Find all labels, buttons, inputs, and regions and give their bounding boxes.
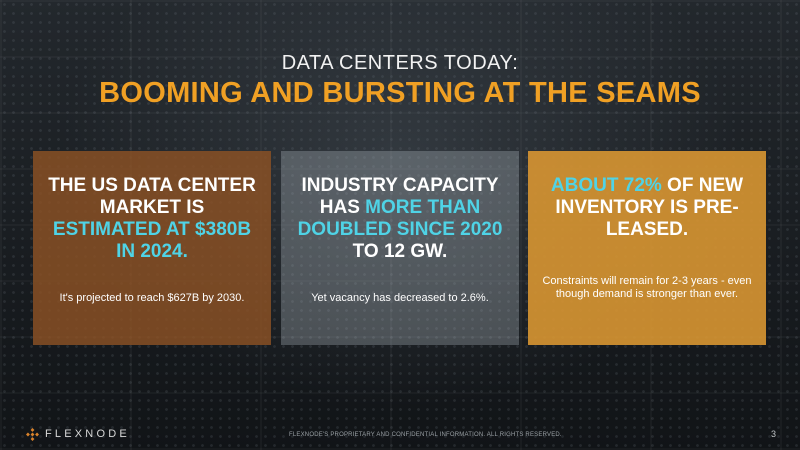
card-headline: INDUSTRY CAPACITY HAS MORE THAN DOUBLED … (291, 175, 509, 263)
slide-subtitle: DATA CENTERS TODAY: (281, 52, 519, 74)
headline-text: TO 12 GW. (352, 241, 448, 262)
flexnode-logo-icon (26, 428, 39, 441)
card-headline: ABOUT 72% OF NEW INVENTORY IS PRE-LEASED… (538, 175, 756, 241)
flexnode-logo: FLEXNODE (26, 428, 130, 441)
stat-card-preleased: ABOUT 72% OF NEW INVENTORY IS PRE-LEASED… (528, 151, 766, 345)
card-body: It's projected to reach $627B by 2030. (59, 292, 245, 304)
headline-highlight: ABOUT 72% (550, 175, 662, 196)
headline-text: OF NEW INVENTORY IS PRE-LEASED. (555, 175, 744, 240)
slide-title: BOOMING AND BURSTING AT THE SEAMS (99, 77, 701, 109)
headline-text: THE US DATA CENTER MARKET IS (48, 175, 256, 218)
card-body: Constraints will remain for 2-3 years - … (542, 275, 752, 300)
stat-card-capacity: INDUSTRY CAPACITY HAS MORE THAN DOUBLED … (281, 151, 519, 345)
brand-name: FLEXNODE (45, 428, 130, 440)
slide-header: DATA CENTERS TODAY: BOOMING AND BURSTING… (0, 52, 800, 110)
headline-highlight: MORE THAN DOUBLED SINCE 2020 (297, 197, 503, 240)
card-body: Yet vacancy has decreased to 2.6%. (311, 292, 489, 304)
headline-highlight: ESTIMATED AT $380B IN 2024. (52, 219, 252, 262)
headline-text: INDUSTRY CAPACITY HAS (301, 175, 499, 218)
stat-card-market-size: THE US DATA CENTER MARKET IS ESTIMATED A… (33, 151, 271, 345)
confidentiality-note: FLEXNODE'S PROPRIETARY AND CONFIDENTIAL … (289, 432, 562, 438)
card-headline: THE US DATA CENTER MARKET IS ESTIMATED A… (43, 175, 261, 263)
page-number: 3 (770, 429, 776, 439)
